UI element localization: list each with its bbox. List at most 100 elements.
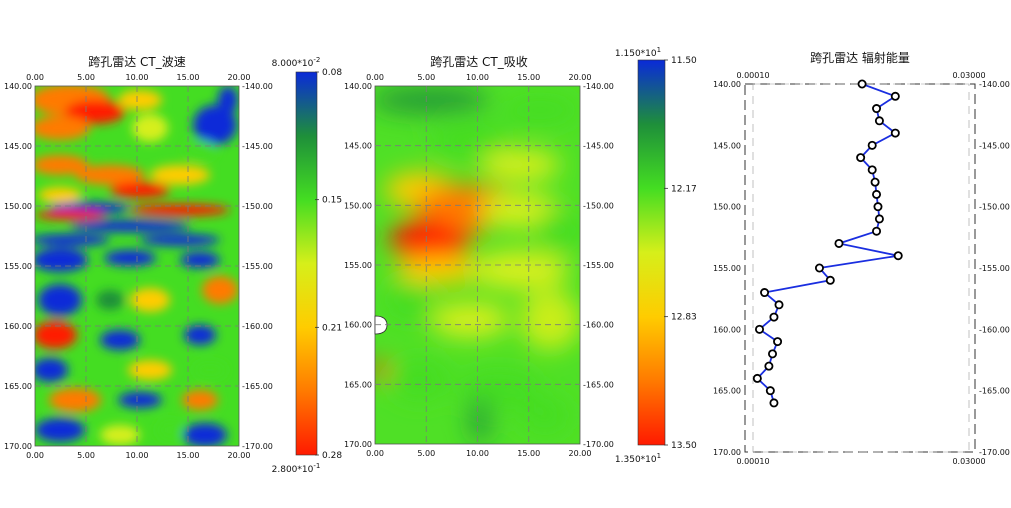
energy-y-tick-right: -145.00: [979, 141, 1010, 150]
energy-y-tick-right: -155.00: [979, 264, 1010, 273]
velocity-heatmap: [35, 86, 239, 446]
velocity-ticks: 0.00 0.00 5.00 5.00 10.00 10.00 15.00 15.00 20.0…: [4, 73, 273, 460]
velocity-y-tick-left: 155.00: [4, 262, 32, 271]
svg-text:2.800*10-1: 2.800*10-1: [272, 462, 321, 475]
absorption-colorbar-gradient: [637, 59, 666, 446]
absorption-y-tick-left: 170.00: [344, 440, 372, 449]
absorption-grid: [375, 86, 580, 444]
velocity-colorbar-tick-label: 0.08: [322, 68, 342, 78]
velocity-y-tick-right: -165.00: [242, 382, 273, 391]
velocity-colorbar-top-label: 8.000*10: [272, 59, 314, 69]
absorption-x-tick-top: 10.00: [466, 73, 489, 82]
energy-point: [834, 238, 844, 248]
energy-y-tick-left: 145.00: [713, 141, 741, 150]
absorption-y-tick-right: -160.00: [583, 321, 614, 330]
energy-point: [872, 104, 882, 114]
energy-frame: [744, 83, 976, 453]
energy-point: [769, 398, 779, 408]
velocity-x-tick-top: 0.00: [26, 73, 44, 82]
energy-point: [874, 116, 884, 126]
energy-y-tick-left: 155.00: [713, 264, 741, 273]
absorption-y-tick-right: -155.00: [583, 261, 614, 270]
energy-point: [755, 324, 765, 334]
energy-x-tick-top: 0.03000: [952, 71, 985, 80]
velocity-y-tick-left: 150.00: [4, 202, 32, 211]
energy-point: [814, 263, 824, 273]
absorption-x-tick-top: 0.00: [366, 73, 384, 82]
velocity-colorbar-tick-label: 0.15: [322, 196, 342, 206]
absorption-ticks: 0.00 0.00 5.00 5.00 10.00 10.00 15.00 15.00 20.0…: [344, 73, 614, 458]
energy-point: [867, 140, 877, 150]
velocity-colorbar-bottom-label: 2.800*10: [272, 465, 314, 475]
velocity-y-tick-left: 170.00: [4, 442, 32, 451]
absorption-x-tick-top: 15.00: [517, 73, 540, 82]
absorption-y-tick-right: -170.00: [583, 440, 614, 449]
absorption-colorbar-tick-label: 13.50: [671, 441, 697, 451]
absorption-colorbar-bottom-exp: 1: [657, 452, 661, 460]
absorption-y-tick-left: 160.00: [344, 321, 372, 330]
velocity-x-tick-bottom: 15.00: [177, 451, 200, 460]
absorption-y-tick-left: 165.00: [344, 380, 372, 389]
velocity-colorbar-gradient: [295, 71, 318, 456]
energy-ticks: 0.00010 0.03000 0.00010 0.03000 140.00 -140.0…: [713, 71, 1010, 466]
energy-point: [825, 275, 835, 285]
absorption-y-tick-right: -165.00: [583, 380, 614, 389]
energy-point: [760, 288, 770, 298]
absorption-y-tick-right: -145.00: [583, 142, 614, 151]
absorption-colorbar-tick-label: 12.17: [671, 184, 697, 194]
velocity-colorbar: 8.000*10-2 0.08 0.15 0.21 0.28 2.800*10-1: [272, 56, 343, 475]
absorption-colorbar-top-exp: 1: [657, 46, 661, 54]
energy-point: [893, 251, 903, 261]
energy-point: [764, 361, 774, 371]
velocity-y-tick-right: -170.00: [242, 442, 273, 451]
energy-y-tick-left: 165.00: [713, 387, 741, 396]
absorption-x-tick-bottom: 20.00: [569, 449, 592, 458]
energy-inner-frame: [752, 83, 970, 453]
energy-point: [774, 300, 784, 310]
absorption-colorbar-top-label: 1.150*10: [615, 49, 657, 59]
velocity-y-tick-right: -145.00: [242, 142, 273, 151]
energy-y-tick-left: 150.00: [713, 203, 741, 212]
energy-series: [752, 79, 903, 408]
absorption-x-tick-bottom: 0.00: [366, 449, 384, 458]
velocity-y-tick-right: -140.00: [242, 82, 273, 91]
energy-y-tick-right: -150.00: [979, 203, 1010, 212]
velocity-x-tick-top: 5.00: [77, 73, 95, 82]
absorption-x-tick-bottom: 5.00: [417, 449, 435, 458]
velocity-y-tick-right: -160.00: [242, 322, 273, 331]
energy-point: [873, 202, 883, 212]
velocity-x-tick-bottom: 10.00: [126, 451, 149, 460]
velocity-x-tick-bottom: 0.00: [26, 451, 44, 460]
svg-text:1.350*101: 1.350*101: [615, 452, 661, 465]
energy-point: [857, 79, 867, 89]
velocity-x-tick-top: 20.00: [228, 73, 251, 82]
energy-y-tick-right: -170.00: [979, 448, 1010, 457]
energy-y-tick-right: -140.00: [979, 80, 1010, 89]
energy-point: [872, 189, 882, 199]
energy-point: [872, 226, 882, 236]
velocity-y-tick-right: -150.00: [242, 202, 273, 211]
energy-y-tick-left: 160.00: [713, 325, 741, 334]
velocity-y-tick-right: -155.00: [242, 262, 273, 271]
velocity-x-tick-top: 15.00: [177, 73, 200, 82]
energy-point: [773, 337, 783, 347]
energy-point: [890, 91, 900, 101]
absorption-colorbar-tick-label: 11.50: [671, 56, 697, 66]
velocity-title: 跨孔雷达 CT_波速: [88, 55, 186, 69]
velocity-y-tick-left: 145.00: [4, 142, 32, 151]
velocity-y-tick-left: 140.00: [4, 82, 32, 91]
absorption-title: 跨孔雷达 CT_吸收: [430, 55, 528, 69]
energy-y-tick-right: -165.00: [979, 387, 1010, 396]
absorption-panel: 跨孔雷达 CT_吸收 0.00 0.00 5.00 5.00 10.00 10.00 15.…: [344, 55, 614, 458]
velocity-colorbar-tick-label: 0.28: [322, 451, 342, 461]
absorption-x-tick-top: 5.00: [417, 73, 435, 82]
energy-x-tick-bottom: 0.00010: [736, 457, 769, 466]
velocity-y-tick-left: 165.00: [4, 382, 32, 391]
absorption-x-tick-bottom: 10.00: [466, 449, 489, 458]
velocity-x-tick-bottom: 5.00: [77, 451, 95, 460]
energy-y-tick-right: -160.00: [979, 325, 1010, 334]
absorption-y-tick-right: -150.00: [583, 201, 614, 210]
svg-text:1.150*101: 1.150*101: [615, 46, 661, 59]
